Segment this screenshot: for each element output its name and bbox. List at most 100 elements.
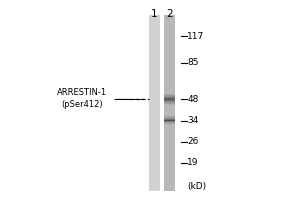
- Bar: [164, 108, 175, 110]
- Bar: [164, 17, 175, 18]
- Bar: [164, 140, 175, 142]
- Bar: [164, 161, 175, 162]
- Bar: [149, 178, 160, 179]
- Bar: [164, 92, 175, 94]
- Bar: [149, 51, 160, 52]
- Bar: [164, 46, 175, 47]
- Bar: [164, 146, 175, 147]
- Bar: [149, 87, 160, 88]
- Bar: [149, 76, 160, 77]
- Bar: [164, 155, 175, 156]
- Bar: [164, 172, 175, 173]
- Bar: [149, 117, 160, 118]
- Bar: [149, 78, 160, 79]
- Bar: [149, 29, 160, 30]
- Bar: [164, 101, 175, 102]
- Bar: [164, 55, 175, 56]
- Bar: [164, 124, 175, 125]
- Bar: [149, 32, 160, 33]
- Bar: [164, 183, 175, 184]
- Bar: [149, 170, 160, 171]
- Bar: [164, 39, 175, 40]
- Bar: [149, 179, 160, 180]
- Bar: [149, 38, 160, 39]
- Bar: [164, 68, 175, 70]
- Bar: [164, 87, 175, 88]
- Bar: [164, 66, 175, 67]
- Bar: [149, 102, 160, 103]
- Bar: [149, 139, 160, 140]
- Bar: [149, 86, 160, 87]
- Bar: [149, 28, 160, 29]
- Bar: [149, 75, 160, 76]
- Bar: [149, 34, 160, 35]
- Bar: [149, 163, 160, 164]
- Bar: [149, 106, 160, 107]
- Bar: [164, 38, 175, 39]
- Bar: [164, 112, 175, 113]
- Bar: [164, 69, 175, 70]
- Bar: [164, 87, 175, 89]
- Bar: [149, 175, 160, 176]
- Bar: [164, 61, 175, 63]
- Bar: [149, 88, 160, 89]
- Bar: [164, 67, 175, 69]
- Bar: [149, 96, 160, 97]
- Bar: [164, 155, 175, 157]
- Bar: [164, 115, 175, 117]
- Bar: [164, 150, 175, 151]
- Bar: [164, 70, 175, 71]
- Bar: [164, 72, 175, 73]
- Text: ARRESTIN-1: ARRESTIN-1: [57, 88, 107, 97]
- Bar: [164, 32, 175, 33]
- Bar: [149, 157, 160, 158]
- Bar: [164, 66, 175, 67]
- Bar: [149, 125, 160, 126]
- Bar: [149, 16, 160, 17]
- Bar: [149, 92, 160, 93]
- Bar: [149, 85, 160, 86]
- Bar: [149, 93, 160, 94]
- Bar: [164, 163, 175, 164]
- Bar: [164, 184, 175, 185]
- Bar: [164, 125, 175, 126]
- Bar: [149, 89, 160, 90]
- Bar: [149, 108, 160, 109]
- Bar: [164, 84, 175, 85]
- Bar: [164, 110, 175, 111]
- Bar: [164, 99, 175, 101]
- Bar: [164, 183, 175, 185]
- Bar: [164, 77, 175, 78]
- Bar: [149, 122, 160, 123]
- Bar: [164, 24, 175, 26]
- Bar: [149, 181, 160, 182]
- Bar: [164, 75, 175, 76]
- Bar: [164, 157, 175, 158]
- Bar: [149, 121, 160, 122]
- Bar: [149, 128, 160, 129]
- Bar: [164, 30, 175, 31]
- Bar: [149, 103, 160, 104]
- Bar: [149, 134, 160, 135]
- Bar: [164, 149, 175, 150]
- Bar: [149, 101, 160, 102]
- Bar: [164, 76, 175, 77]
- Bar: [164, 154, 175, 155]
- Bar: [149, 172, 160, 173]
- Bar: [164, 67, 175, 68]
- Bar: [149, 23, 160, 24]
- Bar: [164, 113, 175, 115]
- Bar: [164, 162, 175, 163]
- Bar: [164, 33, 175, 34]
- Bar: [164, 131, 175, 132]
- Bar: [149, 184, 160, 185]
- Bar: [164, 74, 175, 75]
- Bar: [164, 37, 175, 39]
- Bar: [164, 23, 175, 25]
- Bar: [164, 174, 175, 175]
- Bar: [164, 36, 175, 37]
- Bar: [149, 109, 160, 110]
- Bar: [149, 162, 160, 163]
- Bar: [149, 152, 160, 153]
- Bar: [149, 149, 160, 150]
